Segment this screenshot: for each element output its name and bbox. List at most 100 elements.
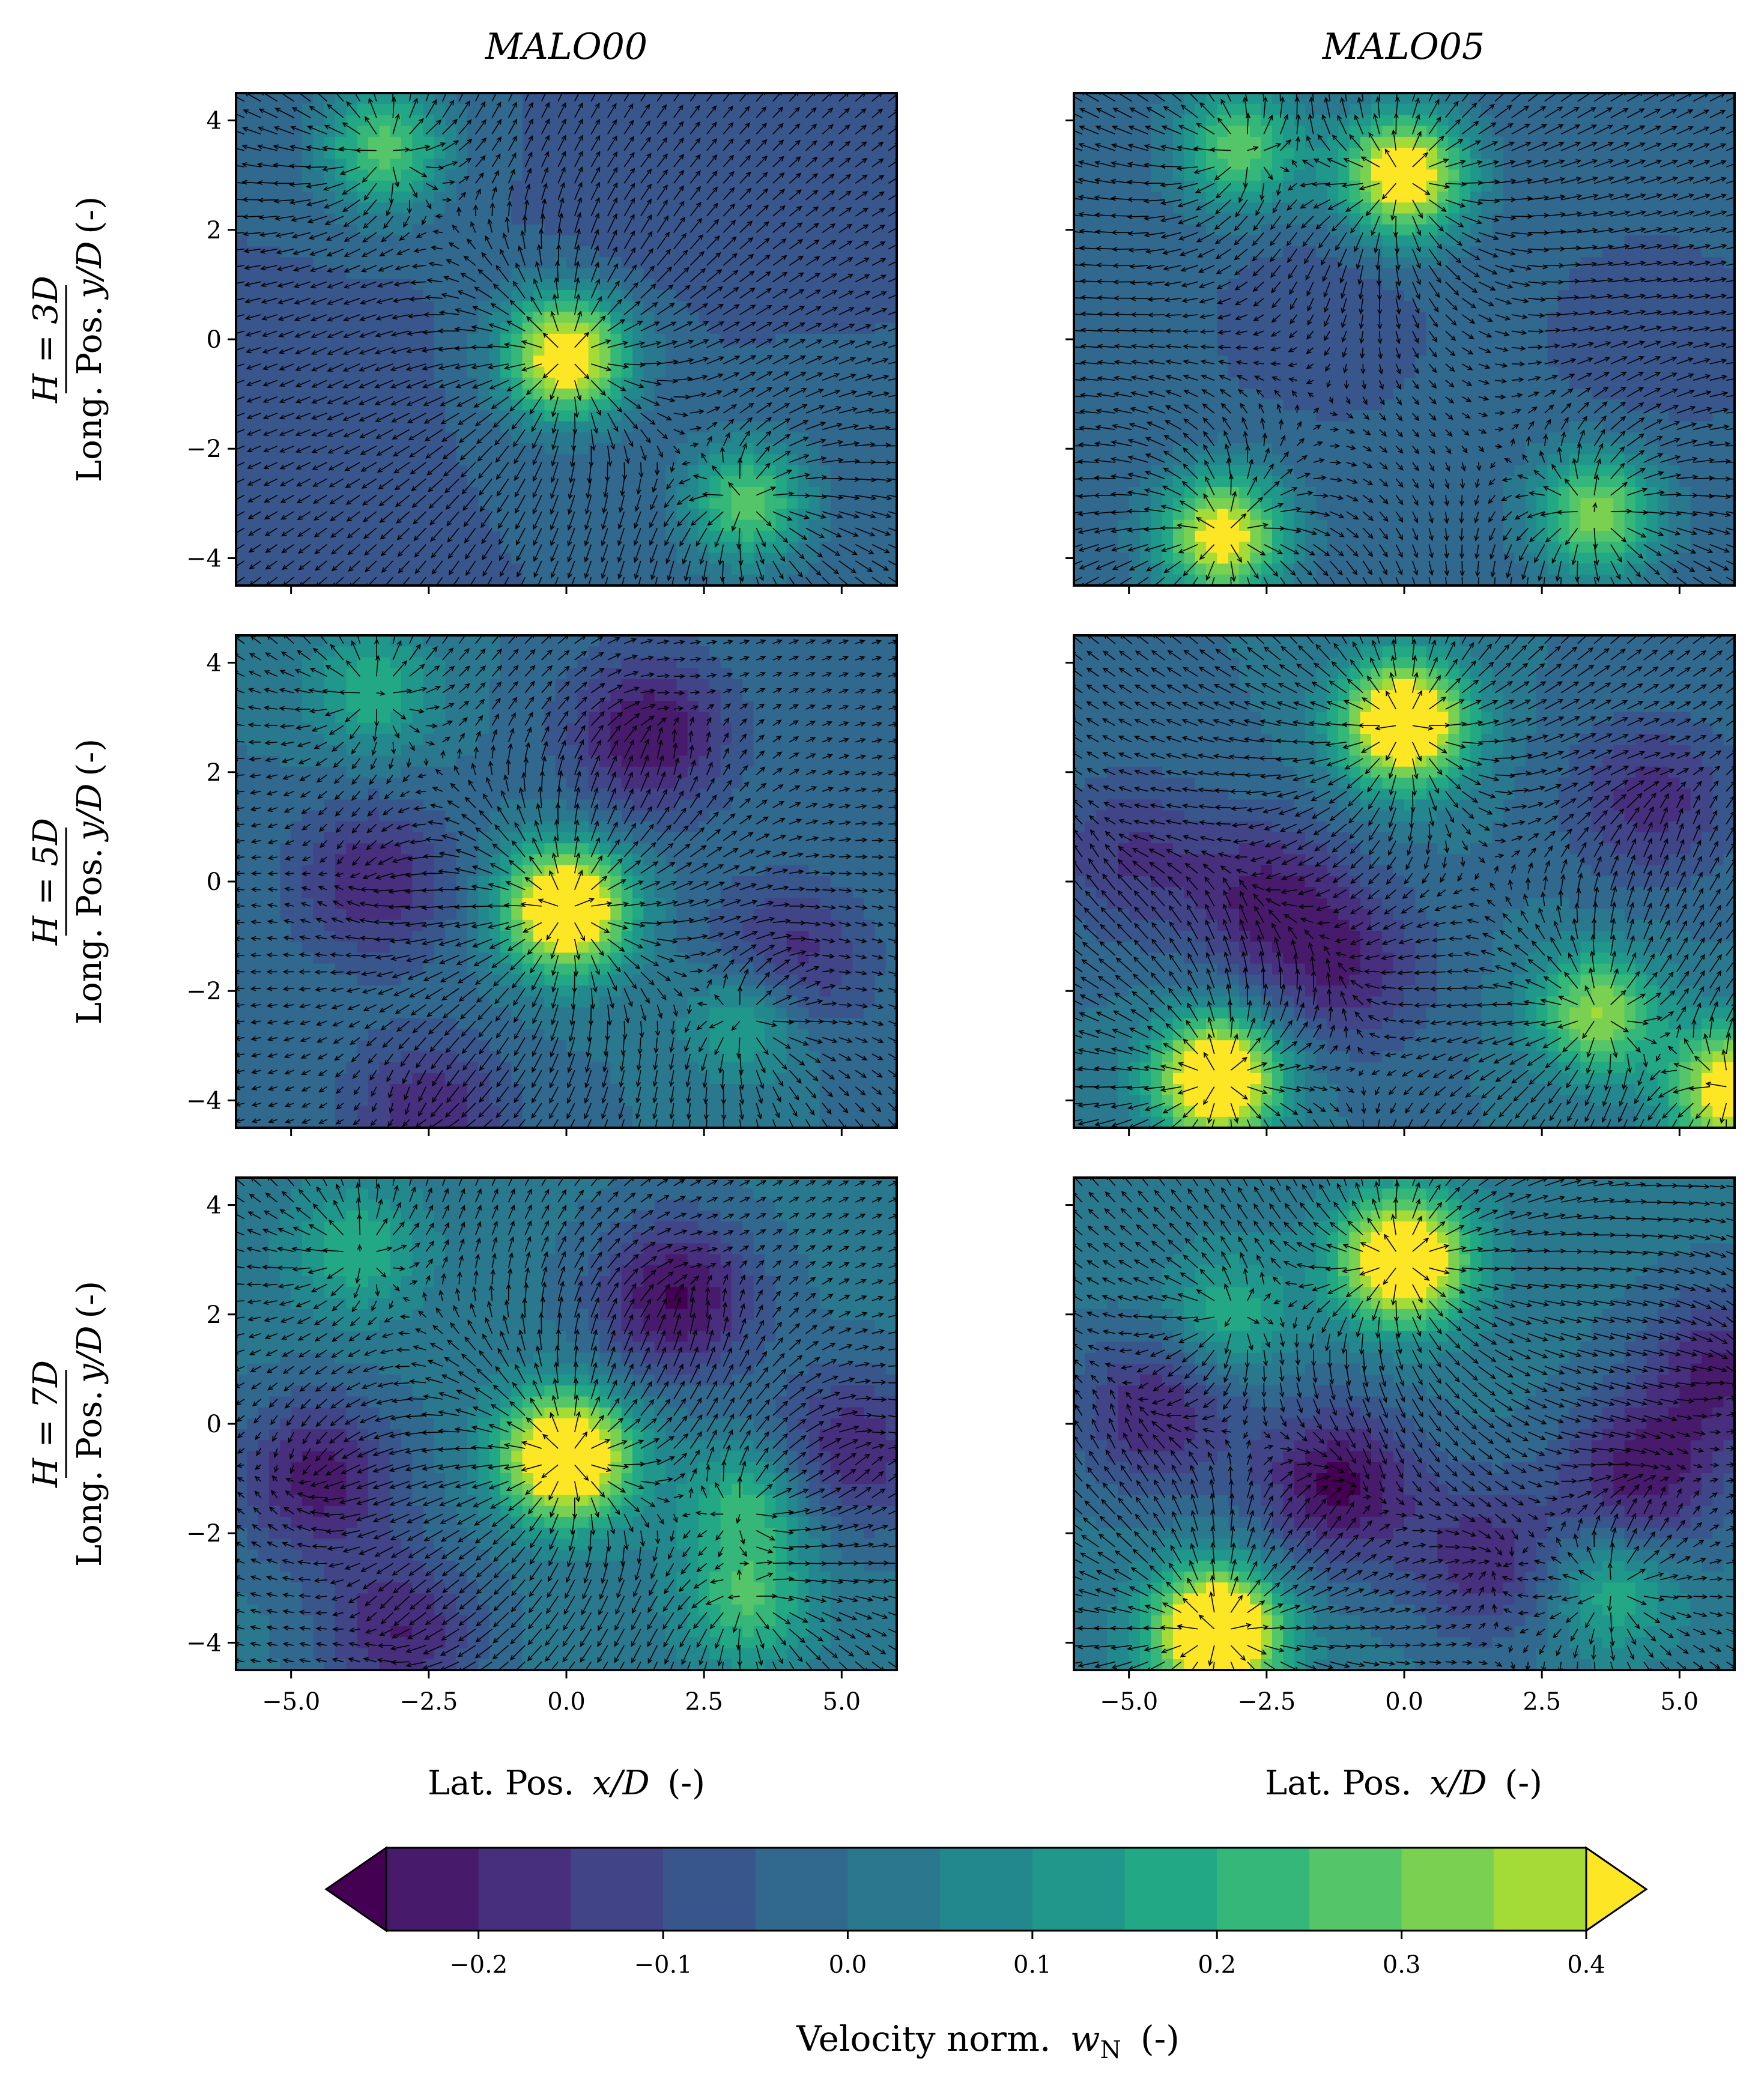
quiver-arrow — [475, 101, 486, 118]
contour-cell — [742, 126, 754, 138]
contour-cell — [765, 454, 776, 466]
contour-cell — [676, 224, 688, 236]
contour-cell — [775, 159, 787, 171]
contour-cell — [1250, 345, 1262, 356]
quiver-arrow — [236, 130, 245, 135]
contour-cell — [1239, 345, 1250, 356]
quiver-arrow — [623, 300, 641, 315]
contour-cell — [1162, 224, 1174, 236]
contour-cell — [445, 257, 457, 269]
contour-cell — [1305, 542, 1317, 553]
contour-cell — [324, 432, 336, 444]
contour-cell — [1184, 279, 1196, 291]
quiver-arrow — [805, 544, 823, 558]
contour-cell — [247, 389, 259, 400]
quiver-arrow — [656, 215, 669, 233]
quiver-arrow — [359, 429, 377, 438]
contour-cell — [324, 192, 336, 203]
quiver-arrow — [607, 93, 613, 102]
quiver-arrow — [432, 229, 443, 235]
quiver-arrow — [739, 204, 753, 217]
quiver-arrow — [374, 346, 393, 354]
contour-cell — [874, 345, 887, 356]
contour-cell — [269, 224, 280, 236]
contour-cell — [1195, 421, 1207, 433]
contour-cell — [280, 454, 292, 466]
contour-cell — [699, 399, 710, 411]
contour-cell — [247, 169, 259, 181]
quiver-arrow — [723, 304, 740, 315]
contour-cell — [1162, 410, 1174, 422]
contour-cell — [566, 312, 578, 324]
contour-cell — [467, 563, 479, 575]
contour-cell — [423, 202, 435, 214]
contour-cell — [291, 356, 303, 368]
quiver-arrow — [470, 576, 476, 586]
contour-cell — [313, 93, 325, 104]
contour-cell — [1129, 377, 1141, 389]
contour-cell — [1173, 279, 1184, 291]
quiver-arrow — [262, 363, 278, 371]
quiver-arrow — [490, 303, 509, 315]
contour-cell — [313, 487, 325, 498]
quiver-arrow — [737, 457, 743, 479]
contour-cell — [1228, 246, 1240, 258]
quiver-arrow — [279, 462, 294, 470]
quiver-arrow — [871, 341, 888, 348]
contour-cell — [1294, 169, 1306, 181]
contour-cell — [720, 279, 732, 291]
quiver-arrow — [739, 371, 756, 381]
contour-cell — [423, 476, 435, 488]
quiver-arrow — [496, 265, 509, 282]
quiver-arrow — [690, 251, 705, 266]
contour-cell — [1118, 312, 1130, 324]
contour-cell — [874, 93, 887, 104]
contour-cell — [786, 356, 798, 368]
contour-cell — [599, 345, 611, 356]
quiver-arrow — [822, 190, 835, 201]
contour-cell — [390, 542, 402, 553]
quiver-arrow — [274, 107, 294, 118]
contour-cell — [765, 202, 776, 214]
contour-cell — [236, 235, 247, 247]
contour-cell — [1173, 389, 1184, 400]
contour-cell — [1107, 519, 1118, 531]
contour-cell — [1250, 389, 1262, 400]
contour-cell — [247, 487, 259, 498]
contour-cell — [412, 454, 424, 466]
contour-cell — [632, 509, 644, 521]
contour-cell — [269, 377, 280, 389]
contour-cell — [1283, 159, 1295, 171]
quiver-arrow — [871, 358, 889, 365]
contour-cell — [313, 498, 325, 510]
quiver-arrow — [431, 544, 443, 558]
contour-cell — [412, 104, 424, 116]
contour-cell — [313, 356, 325, 368]
contour-cell — [1096, 169, 1108, 181]
contour-cell — [1140, 563, 1151, 575]
contour-cell — [786, 279, 798, 291]
contour-cell — [291, 563, 303, 575]
contour-cell — [775, 476, 787, 488]
contour-cell — [709, 498, 721, 510]
contour-cell — [1140, 552, 1151, 564]
contour-cell — [885, 312, 897, 324]
quiver-arrow — [656, 429, 668, 440]
contour-cell — [1173, 301, 1184, 313]
contour-cell — [1305, 126, 1317, 138]
contour-cell — [786, 301, 798, 313]
contour-cell — [1261, 574, 1273, 586]
contour-cell — [577, 563, 589, 575]
contour-cell — [357, 224, 369, 236]
contour-cell — [885, 268, 897, 280]
contour-cell — [765, 235, 776, 247]
contour-cell — [1228, 93, 1240, 104]
contour-cell — [247, 279, 259, 291]
contour-cell — [379, 530, 391, 542]
contour-cell — [247, 115, 259, 127]
quiver-arrow — [475, 119, 486, 135]
contour-cell — [401, 552, 413, 564]
contour-cell — [852, 301, 864, 313]
contour-cell — [533, 257, 545, 269]
contour-cell — [1096, 530, 1108, 542]
